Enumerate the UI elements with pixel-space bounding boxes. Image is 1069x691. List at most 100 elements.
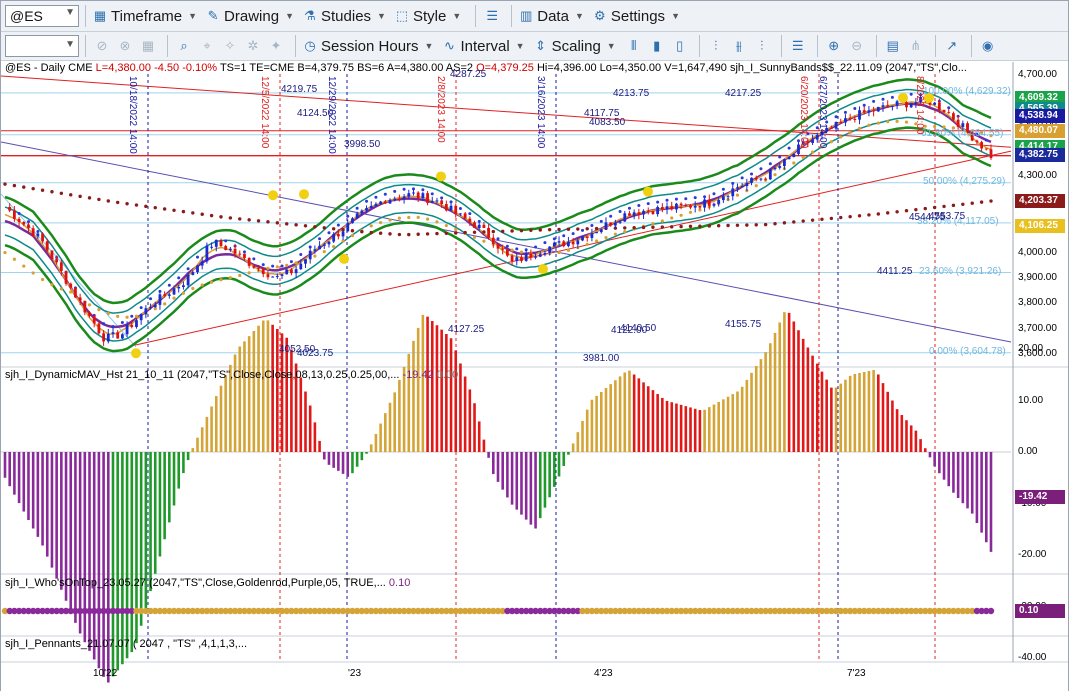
whos-on-top-dot <box>335 607 342 615</box>
magnet-icon[interactable]: ⋔ <box>910 38 922 53</box>
trend-icon[interactable]: ↗ <box>946 38 958 53</box>
studies-button[interactable]: ⚗ Studies ▼ <box>302 8 386 25</box>
candle-body <box>651 210 655 215</box>
timeframe-button[interactable]: ▦ Timeframe ▼ <box>92 8 197 25</box>
candle-body <box>135 320 138 328</box>
chevron-down-icon[interactable]: ▼ <box>65 39 75 50</box>
candle-body <box>642 210 645 215</box>
candle-body <box>196 265 199 273</box>
candle-body <box>571 241 575 245</box>
pivot-marker <box>924 92 934 103</box>
maroon-dot <box>3 182 7 186</box>
bar-type-3-icon[interactable]: ⫶ <box>760 38 764 53</box>
object-icon[interactable]: ✲ <box>247 38 259 53</box>
settings-button[interactable]: ⚙ Settings ▼ <box>592 8 680 25</box>
candle-icon[interactable]: ▮ <box>653 38 661 53</box>
candle-body <box>158 294 162 305</box>
whos-on-top-dot <box>959 607 967 615</box>
symbol-input[interactable]: @ES ▼ <box>5 5 79 27</box>
candle-body <box>660 207 664 210</box>
whos-on-top-dot <box>245 607 253 615</box>
scaling-button[interactable]: ⇕ Scaling ▼ <box>533 38 616 55</box>
chart-area[interactable]: @ES - Daily CME L=4,380.00 -4.50 -0.10% … <box>1 62 1068 691</box>
whos-on-top-dot <box>504 607 511 615</box>
whos-on-top-dot <box>213 607 220 615</box>
osc-axis-label: -40.00 <box>1018 652 1047 663</box>
candle-body <box>759 178 763 180</box>
whos-on-top-dot <box>846 607 854 615</box>
wand-icon[interactable]: ✧ <box>224 38 236 53</box>
whos-on-top-dot <box>330 607 337 615</box>
zoom-in-icon[interactable]: ⊕ <box>828 38 840 53</box>
cursor-icon[interactable]: ⌖ <box>203 38 211 53</box>
chevron-down-icon[interactable]: ▼ <box>65 7 75 18</box>
draw-icon[interactable]: ✦ <box>270 38 282 53</box>
workspace-input[interactable]: ▼ <box>5 35 79 57</box>
whos-on-top-dot <box>208 607 215 615</box>
bar-chart-icon[interactable]: ⫴ <box>630 38 637 53</box>
candle-body <box>876 106 880 112</box>
candle-body <box>243 253 246 258</box>
candle-body <box>942 109 946 113</box>
search-icon[interactable]: ⌕ <box>180 38 188 53</box>
hollow-candle-icon[interactable]: ▯ <box>676 38 684 53</box>
sync-icon[interactable]: ⊗ <box>119 38 131 53</box>
blue-dot <box>599 219 603 223</box>
whos-on-top-dot <box>551 607 558 615</box>
gold-dot <box>951 126 956 130</box>
chevron-down-icon: ▼ <box>377 11 386 21</box>
toolbar-separator <box>780 35 782 57</box>
radar-icon[interactable]: ◉ <box>982 38 994 53</box>
blue-dot <box>665 198 669 202</box>
candle-body <box>97 323 101 334</box>
price-axis-label: 3,600.00 <box>1018 348 1057 359</box>
candle-body <box>191 272 195 275</box>
price-annotation: 4553.75 <box>929 211 966 223</box>
pct-change: -0.10% <box>182 62 218 74</box>
x-axis-label: 10'22 <box>93 668 118 679</box>
layout-icon[interactable]: ☰ <box>486 8 499 23</box>
maroon-dot <box>388 232 392 236</box>
gold-dot <box>397 216 401 220</box>
bar-type-1-icon[interactable]: ⫶ <box>714 38 718 53</box>
link-icon[interactable]: ⊘ <box>96 38 108 53</box>
maroon-dot <box>519 228 524 233</box>
grid-icon[interactable]: ▦ <box>141 38 155 53</box>
gold-dot <box>895 119 899 123</box>
chart-canvas[interactable] <box>1 62 1068 691</box>
maroon-dot <box>585 227 589 231</box>
whos-on-top-dot <box>166 607 173 615</box>
bar-type-2-icon[interactable]: ⫵ <box>735 38 742 53</box>
maroon-dot <box>134 203 139 207</box>
whos-on-top-dot <box>931 607 938 615</box>
zoom-out-icon[interactable]: ⊖ <box>851 38 863 53</box>
table-icon[interactable]: ▤ <box>886 38 899 53</box>
whos-on-top-dot <box>771 607 779 615</box>
candle-body <box>308 250 312 260</box>
blue-dot <box>299 252 303 256</box>
style-button[interactable]: ⬚ Style ▼ <box>394 8 461 25</box>
whos-on-top-dot <box>81 607 89 615</box>
interval-button[interactable]: ∿ Interval ▼ <box>441 38 525 55</box>
maroon-dot <box>181 209 186 214</box>
style-label: Style <box>412 7 447 25</box>
price-tag: 4,106.25 <box>1015 218 1065 233</box>
blue-dot <box>787 146 791 150</box>
pane2-header: sjh_I_DynamicMAV_Hst 21_10_11 (2047,"TS"… <box>5 369 458 381</box>
candle-body <box>430 201 434 203</box>
whos-on-top-dot <box>53 607 60 615</box>
whos-on-top-dot <box>893 607 901 615</box>
scaling-icon: ⇕ <box>535 38 547 53</box>
layout-icon[interactable]: ☰ <box>791 38 804 53</box>
candle-body <box>92 315 96 324</box>
whos-on-top-dot <box>353 607 361 615</box>
whos-on-top-dot <box>724 607 732 615</box>
blue-dot <box>224 239 228 243</box>
pane3-tag-text: 0.10 <box>1019 605 1039 616</box>
gold-dot <box>698 208 702 212</box>
maroon-dot <box>848 214 852 219</box>
maroon-dot <box>529 228 533 233</box>
data-button[interactable]: ▥ Data ▼ <box>518 8 584 25</box>
session-hours-button[interactable]: ◷ Session Hours ▼ <box>302 38 433 55</box>
drawing-button[interactable]: ✎ Drawing ▼ <box>205 8 294 25</box>
